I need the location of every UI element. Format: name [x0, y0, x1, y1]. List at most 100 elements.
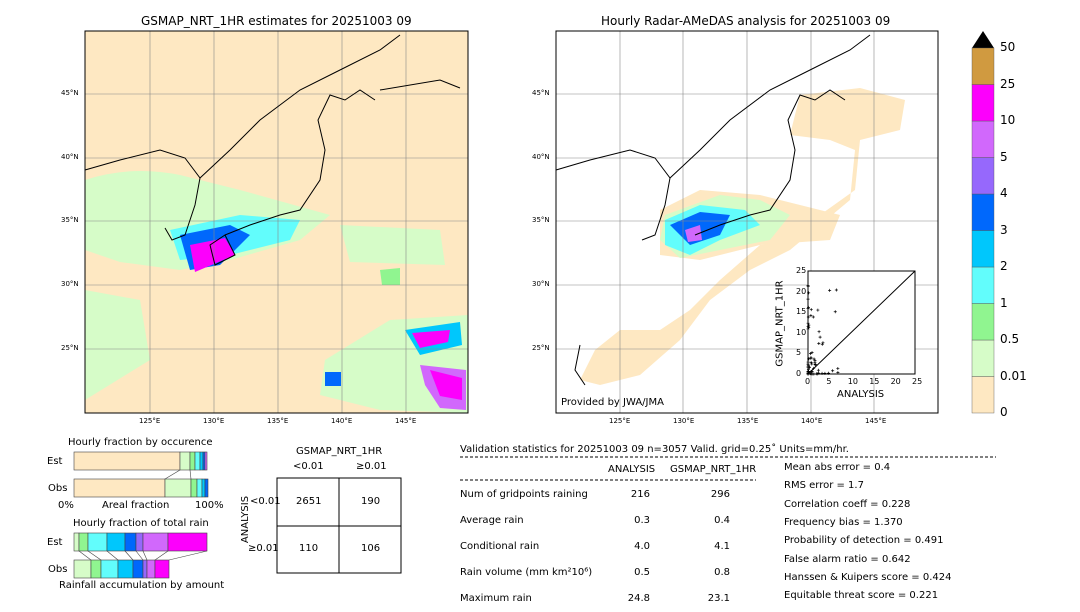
scatter-point [806, 305, 810, 309]
lon-tick-label: 135°E [267, 417, 289, 425]
stats-row-label: Maximum rain [460, 593, 532, 604]
lat-tick-label: 40°N [61, 153, 79, 161]
colorbar-segment [971, 47, 995, 85]
colorbar-extend-arrow [972, 31, 994, 48]
lon-tick-label: 145°E [865, 417, 887, 425]
colorbar-label: 0.01 [1000, 368, 1027, 383]
scatter-point [833, 310, 837, 314]
scatter-point [809, 360, 813, 364]
lat-tick-label: 45°N [61, 89, 79, 97]
stats-row-label: Conditional rain [460, 541, 540, 552]
scatter-x-tick: 20 [890, 377, 901, 386]
colorbar-label: 0 [1000, 405, 1008, 419]
contingency-title: GSMAP_NRT_1HR [296, 446, 383, 457]
occurrence-xlabel: Areal fraction [102, 500, 170, 511]
colorbar-label: 0.5 [1000, 332, 1020, 346]
scatter-point [814, 372, 818, 376]
scatter-x-tick: 25 [912, 377, 923, 386]
stats-gsmap-value: 4.1 [714, 541, 730, 552]
scatter-point [816, 371, 820, 375]
scatter-point [806, 365, 810, 369]
lon-tick-label: 130°E [203, 417, 225, 425]
total-rain-est-label: Est [47, 537, 63, 548]
stats-header: Validation statistics for 20251003 09 n=… [460, 444, 849, 455]
contingency-col-0: <0.01 [293, 461, 324, 472]
contingency-cell: 110 [299, 543, 319, 554]
lat-tick-label: 30°N [532, 280, 550, 288]
scatter-point [836, 371, 840, 375]
scatter-point [816, 368, 820, 372]
stats-gsmap-value: 0.8 [714, 567, 730, 578]
scatter-y-tick: 0 [796, 369, 802, 378]
scatter-y-tick: 25 [796, 266, 807, 275]
scatter-y-tick: 10 [796, 327, 807, 337]
scatter-point [811, 315, 815, 319]
total-rain-obs-label: Obs [48, 564, 68, 575]
scatter-x-tick: 15 [869, 377, 880, 386]
contingency-cell: 106 [361, 543, 381, 554]
right-map-title: Hourly Radar-AMeDAS analysis for 2025100… [601, 14, 891, 28]
scatter-point [820, 371, 824, 375]
left-map-title: GSMAP_NRT_1HR estimates for 20251003 09 [141, 14, 412, 28]
scatter-y-tick: 15 [796, 307, 807, 317]
scatter-y-tick: 5 [796, 348, 802, 358]
colorbar-segment [971, 339, 995, 377]
contingency-row-1: ≥0.01 [248, 543, 279, 554]
credit-text: Provided by JWA/JMA [561, 397, 664, 408]
lon-tick-label: 135°E [737, 417, 759, 425]
stats-score: False alarm ratio = 0.642 [784, 553, 911, 565]
colorbar-segment [971, 84, 995, 122]
lon-tick-label: 140°E [801, 417, 823, 425]
stats-analysis-value: 24.8 [627, 593, 650, 604]
colorbar-segment [971, 193, 995, 231]
stats-row-label: Num of gridpoints raining [460, 489, 588, 500]
scatter-point [816, 308, 820, 312]
colorbar-segment [971, 157, 995, 195]
stats-score: Frequency bias = 1.370 [784, 516, 903, 528]
scatter-point [807, 325, 811, 329]
stats-analysis-value: 216 [630, 489, 650, 500]
scatter-point [809, 308, 813, 312]
stats-score: Probability of detection = 0.491 [784, 535, 944, 547]
colorbar-segment [971, 120, 995, 158]
stats-col-gsmap: GSMAP_NRT_1HR [670, 464, 757, 475]
scatter-point [809, 356, 813, 360]
scatter-point [834, 288, 838, 292]
scatter-point [806, 327, 810, 331]
scatter-point [820, 342, 824, 346]
scatter-point [808, 372, 812, 376]
colorbar [971, 31, 995, 414]
scatter-xlabel: ANALYSIS [837, 389, 885, 400]
scatter-ylabel: GSMAP_NRT_1HR [774, 280, 786, 367]
colorbar-label: 3 [1000, 222, 1008, 237]
scatter-point [806, 315, 810, 319]
stats-col-analysis: ANALYSIS [608, 464, 656, 475]
lat-tick-label: 40°N [532, 153, 550, 161]
scatter-point [817, 330, 821, 334]
colorbar-label: 4 [1000, 186, 1008, 200]
scatter-x-tick: 10 [847, 377, 858, 386]
scatter-point [806, 372, 810, 376]
stats-score: RMS error = 1.7 [784, 480, 864, 492]
lon-tick-label: 125°E [139, 417, 161, 425]
right-gridlines [556, 31, 938, 413]
lat-tick-label: 35°N [532, 216, 550, 224]
lon-tick-label: 125°E [609, 417, 631, 425]
occurrence-obs-label: Obs [48, 483, 68, 494]
occurrence-title: Hourly fraction by occurence [68, 437, 213, 448]
scatter-point [817, 341, 821, 345]
left-coastlines [84, 34, 461, 266]
lon-tick-label: 130°E [673, 417, 695, 425]
stats-gsmap-value: 23.1 [707, 593, 730, 604]
left-gridlines [85, 31, 468, 413]
stats-score: Mean abs error = 0.4 [784, 462, 891, 473]
right-coastlines [555, 34, 871, 386]
occurrence-x1: 100% [195, 500, 224, 511]
lat-tick-label: 45°N [532, 89, 550, 97]
stats-score: Equitable threat score = 0.221 [784, 590, 939, 602]
stats-analysis-value: 0.5 [634, 567, 650, 578]
colorbar-segment [971, 230, 995, 268]
colorbar-segment [971, 266, 995, 304]
scatter-point [814, 363, 818, 367]
colorbar-label: 5 [1000, 149, 1008, 164]
